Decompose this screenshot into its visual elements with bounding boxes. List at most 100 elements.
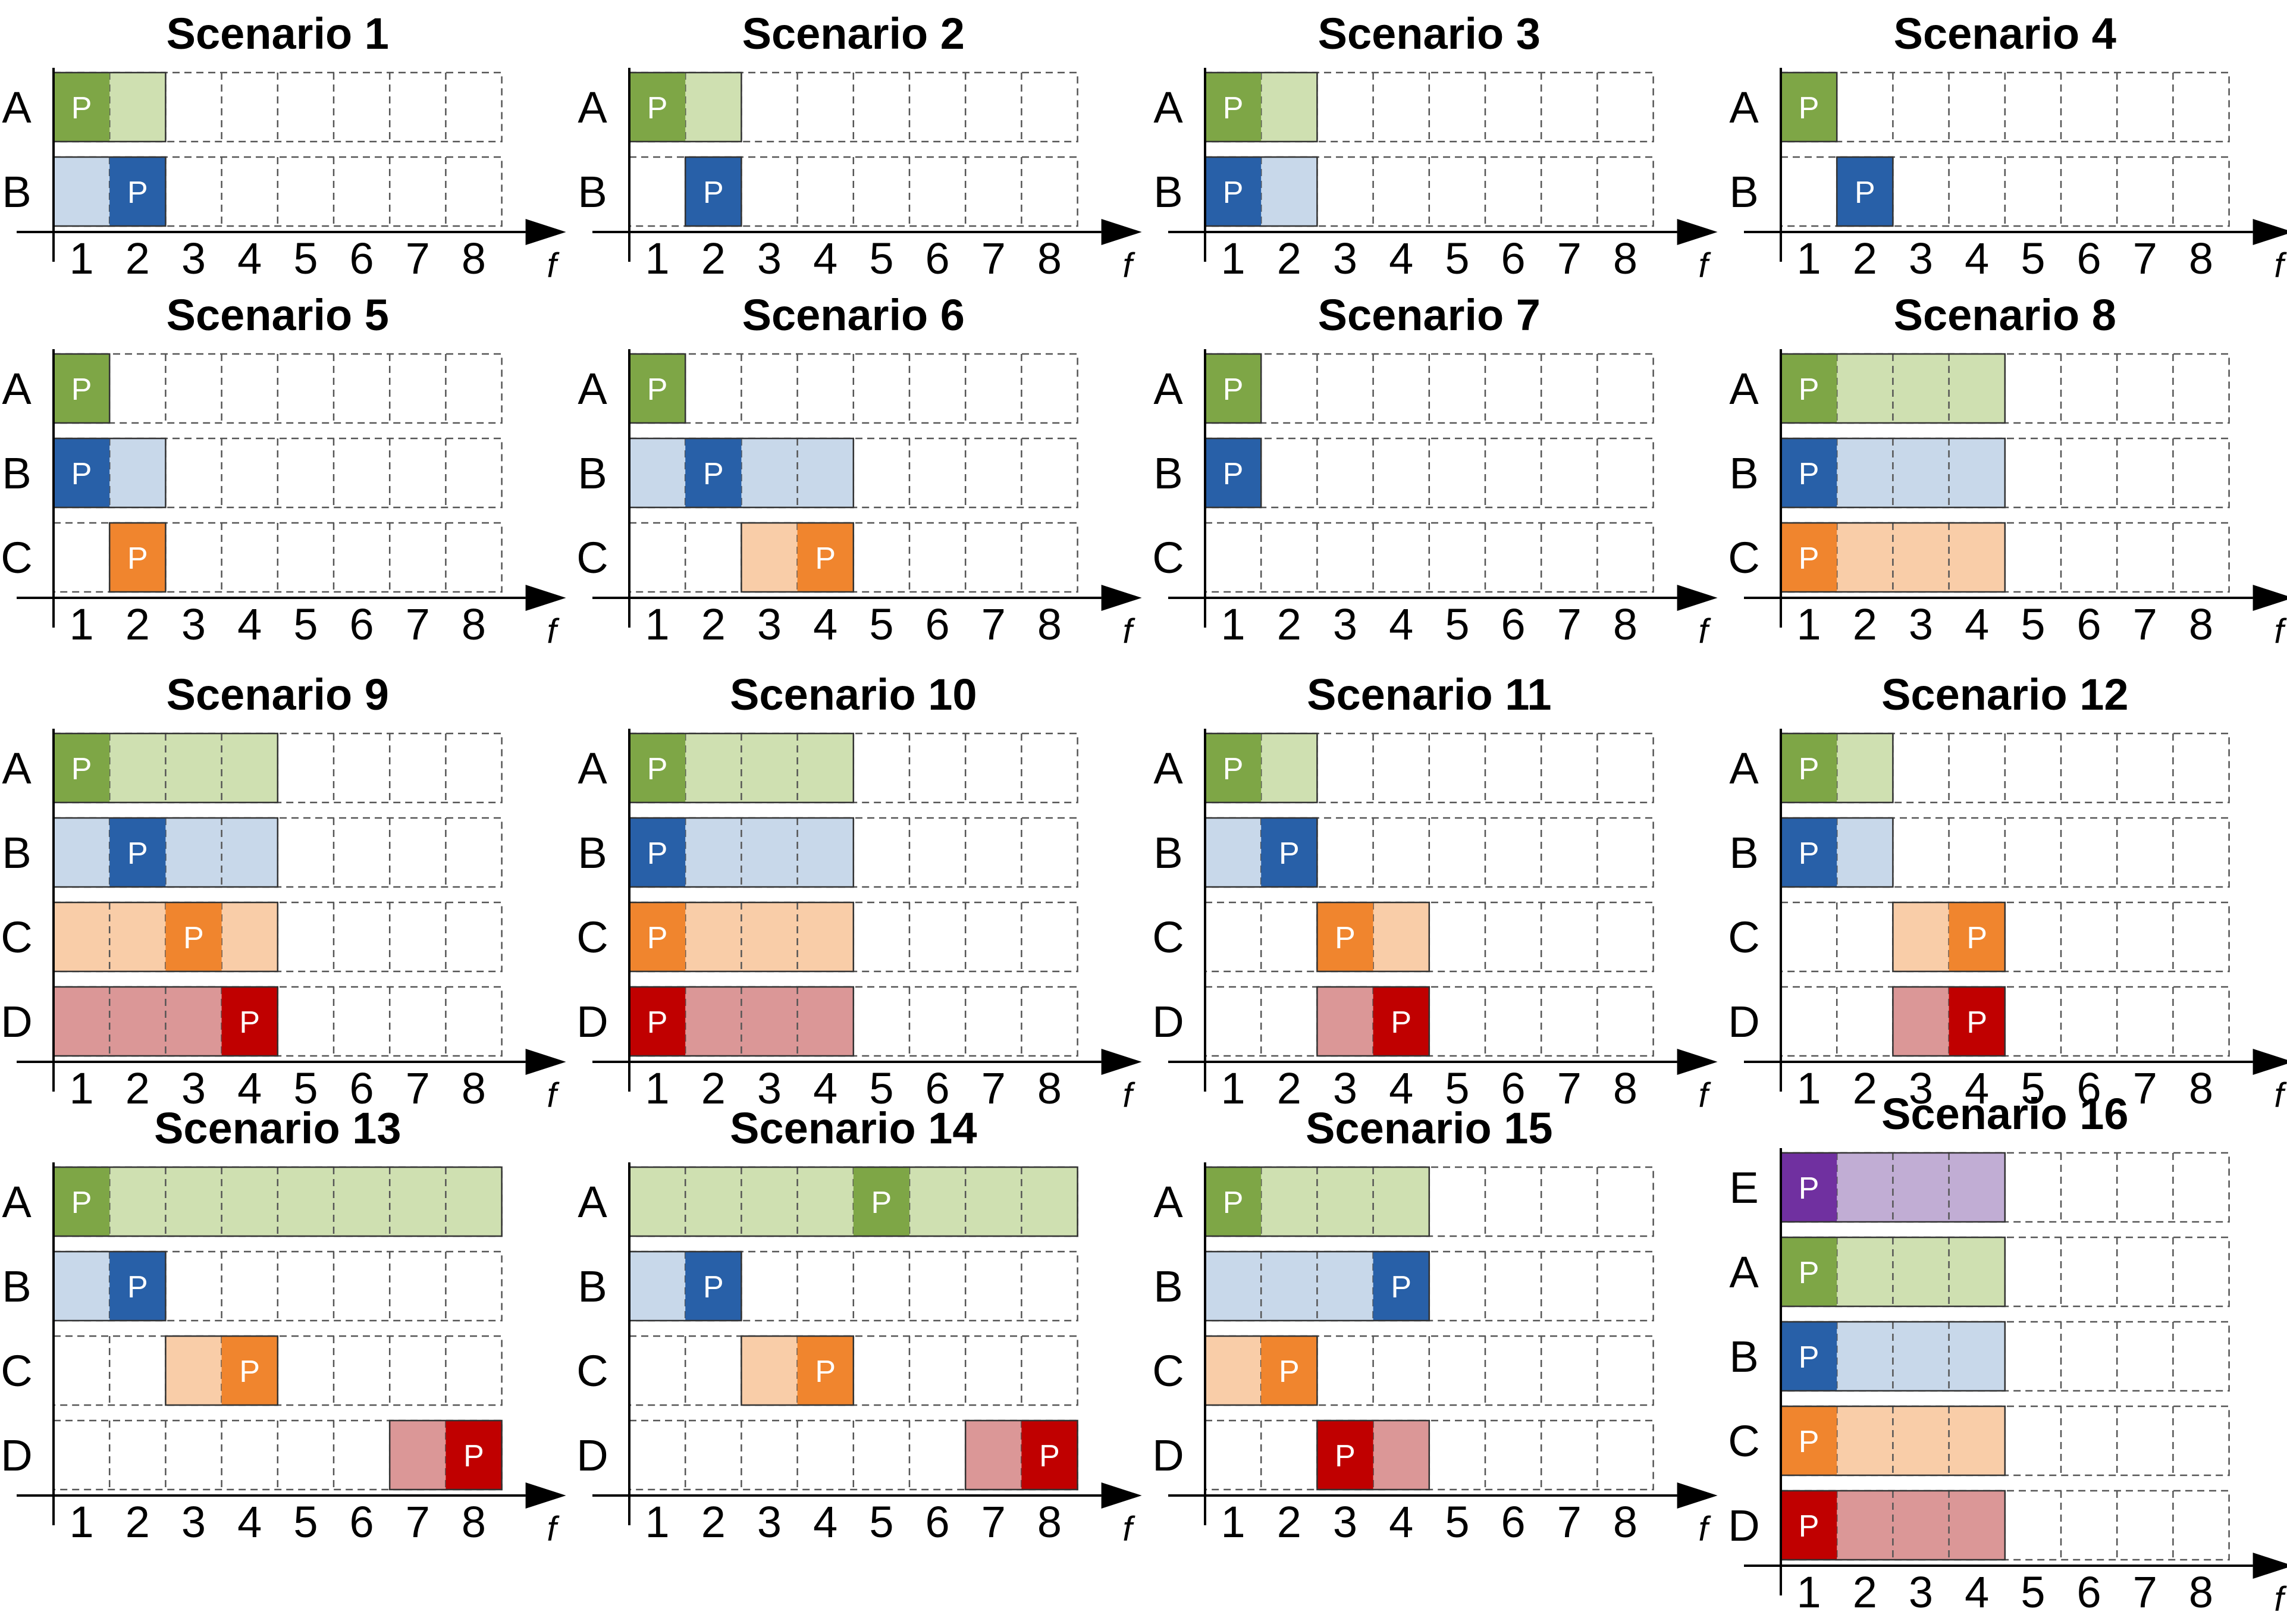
primary-label: P [1279, 1355, 1300, 1389]
primary-label: P [127, 1270, 148, 1305]
row-label: B [1153, 167, 1182, 217]
row-label: A [578, 744, 607, 793]
tick-label: 6 [2077, 1064, 2101, 1113]
tick-label: 7 [1557, 1497, 1582, 1547]
row-label: C [576, 533, 608, 582]
row-label: D [1728, 997, 1759, 1046]
tick-label: 6 [350, 600, 374, 649]
tick-label: 4 [813, 600, 837, 649]
band-outline [741, 1335, 855, 1406]
axis-label: f [2275, 246, 2287, 285]
row-label: A [578, 1177, 607, 1227]
tick-label: 2 [701, 234, 726, 283]
tick-label: 8 [2189, 1567, 2213, 1617]
axis-arrowhead [1101, 1482, 1142, 1509]
tick-label: 5 [1445, 234, 1469, 283]
primary-cell [1781, 438, 1837, 507]
axis-arrowhead [525, 585, 566, 611]
band-outline [1316, 986, 1430, 1057]
row-label: A [1729, 83, 1759, 132]
tick-label: 8 [462, 600, 486, 649]
primary-label: P [1799, 372, 1819, 407]
tick-label: 2 [701, 1497, 726, 1547]
primary-cell [1781, 1153, 1837, 1222]
tick-label: 8 [1037, 1497, 1062, 1547]
tick-label: 3 [1333, 1497, 1357, 1547]
tick-label: 7 [1557, 234, 1582, 283]
axis-label: f [1699, 1076, 1712, 1115]
tick-label: 4 [237, 1497, 262, 1547]
tick-label: 8 [1613, 1497, 1637, 1547]
axis-arrowhead [1677, 1482, 1718, 1509]
scenario-title: Scenario 7 [1318, 290, 1541, 340]
primary-label: P [1799, 1425, 1819, 1459]
primary-cell [1781, 818, 1837, 887]
band-outline [388, 1419, 503, 1491]
row-label: A [1153, 83, 1183, 132]
primary-cell [1781, 1491, 1837, 1560]
row-label: B [2, 1262, 31, 1311]
primary-label: P [1335, 1439, 1356, 1473]
primary-label: P [1799, 91, 1819, 126]
primary-cell [1949, 902, 2005, 971]
tick-label: 1 [70, 234, 94, 283]
tick-label: 3 [181, 1497, 206, 1547]
tick-label: 5 [869, 1497, 893, 1547]
row-label: E [1729, 1163, 1758, 1212]
tick-label: 6 [926, 234, 950, 283]
scenario-title: Scenario 14 [730, 1103, 977, 1153]
axis-label: f [1699, 246, 1712, 285]
tick-label: 3 [1909, 600, 1933, 649]
primary-label: P [127, 836, 148, 871]
tick-label: 6 [2077, 1567, 2101, 1617]
tick-label: 5 [1445, 600, 1469, 649]
row-label: A [1729, 1247, 1759, 1297]
tick-label: 4 [1389, 234, 1413, 283]
tick-label: 1 [70, 1497, 94, 1547]
tick-label: 1 [1797, 1567, 1821, 1617]
primary-cell [797, 523, 854, 592]
primary-label: P [703, 175, 724, 210]
primary-cell [1781, 1322, 1837, 1391]
primary-cell [1781, 1237, 1837, 1306]
tick-label: 4 [1965, 1064, 1989, 1113]
row-label: D [1, 997, 32, 1046]
band-outline [741, 522, 855, 593]
row-label: C [1, 1346, 32, 1396]
scenario-title: Scenario 13 [154, 1103, 401, 1153]
scenario-title: Scenario 12 [1881, 670, 2128, 719]
tick-label: 6 [2077, 600, 2101, 649]
primary-cell [109, 523, 166, 592]
occupied-band [629, 438, 854, 507]
primary-label: P [1223, 175, 1244, 210]
primary-label: P [71, 457, 92, 491]
scenario-panel: Scenario 6A PB PC Pf1 2 3 4 5 6 7 8 [576, 290, 1142, 651]
scenario-title: Scenario 4 [1894, 9, 2116, 58]
tick-label: 1 [1797, 234, 1821, 283]
tick-label: 8 [2189, 234, 2213, 283]
tick-label: 7 [406, 1064, 430, 1113]
row-label: A [1153, 1177, 1183, 1227]
tick-label: 1 [1221, 600, 1246, 649]
tick-label: 5 [869, 1064, 893, 1113]
scenario-panel: Scenario 16E PA PB PC PD Pf1 2 3 4 5 6 7 8 [1728, 1089, 2287, 1619]
primary-label: P [1799, 457, 1819, 491]
axis-arrowhead [1101, 1049, 1142, 1075]
tick-label: 7 [981, 1497, 1006, 1547]
primary-label: P [1799, 836, 1819, 871]
axis-label: f [547, 246, 560, 285]
scenario-panel: Scenario 13A PB PC PD Pf1 2 3 4 5 6 7 8 [1, 1103, 566, 1548]
